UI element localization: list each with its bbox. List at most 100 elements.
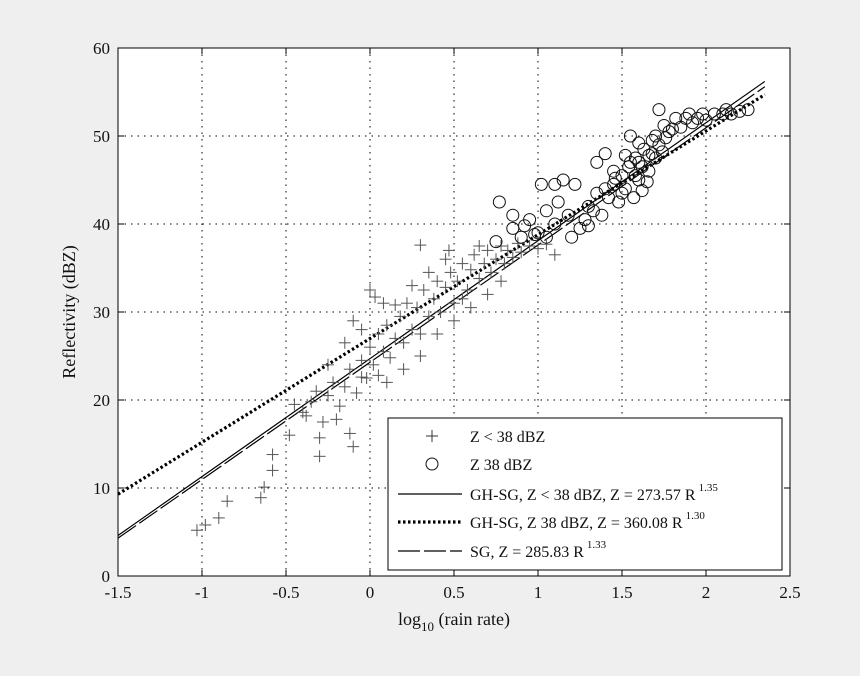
data-point-plus: [406, 323, 418, 336]
data-point-plus: [456, 292, 469, 305]
x-tick-labels: -1.5 -1 -0.5 0 0.5 1 1.5 2 2.5: [105, 583, 801, 602]
legend-label: GH-SG, Z < 38 dBZ, Z = 273.57 R 1.35: [470, 482, 718, 504]
data-point-circle: [645, 133, 659, 147]
data-point-plus: [296, 406, 309, 419]
data-point-plus: [417, 284, 430, 296]
data-point-circle: [733, 104, 747, 118]
data-point-circle: [556, 173, 570, 187]
fit-line-dotted: [117, 93, 766, 496]
legend-label: GH-SG, Z 38 dBZ, Z = 360.08 R 1.30: [470, 510, 705, 532]
x-axis-label-sub: 10: [421, 619, 434, 634]
data-point-plus: [439, 253, 452, 266]
data-point-circle: [561, 208, 575, 222]
data-point-plus: [490, 253, 502, 266]
data-point-circle: [716, 107, 730, 121]
data-point-circle: [642, 148, 656, 162]
data-point-plus: [501, 244, 514, 257]
data-point-plus: [367, 358, 380, 371]
data-point-circle: [568, 177, 582, 191]
data-point-plus: [506, 251, 519, 264]
data-point-circle: [518, 219, 532, 233]
x-tick-label: -0.5: [273, 583, 300, 602]
data-point-circle: [741, 103, 755, 117]
data-point-circle: [691, 111, 705, 125]
legend-entry: SG, Z = 285.83 R 1.33: [398, 539, 607, 561]
data-point-plus: [283, 429, 296, 442]
data-point-plus: [347, 440, 360, 453]
data-point-circle: [615, 169, 629, 183]
data-point-plus: [389, 298, 402, 311]
data-point-circle: [699, 113, 713, 127]
data-point-plus: [377, 345, 390, 358]
data-point-circle: [607, 164, 621, 178]
data-point-circle: [618, 182, 632, 196]
data-point-plus: [355, 371, 368, 384]
data-point-plus: [495, 240, 508, 252]
legend-entry: GH-SG, Z < 38 dBZ, Z = 273.57 R 1.35: [398, 482, 718, 504]
data-point-circle: [528, 228, 542, 242]
data-point-plus: [199, 518, 212, 531]
y-tick-label: 50: [93, 127, 110, 146]
data-point-plus: [414, 239, 427, 252]
data-point-plus: [434, 306, 447, 318]
x-tick-label: 0.5: [443, 583, 464, 602]
data-point-plus: [266, 448, 279, 461]
data-point-circle: [628, 169, 642, 183]
data-point-plus: [498, 257, 511, 270]
data-point-circle: [586, 204, 600, 218]
data-point-circle: [655, 145, 669, 159]
data-point-circle: [724, 107, 738, 121]
data-point-circle: [635, 160, 649, 174]
data-point-plus: [327, 376, 340, 389]
data-point-plus: [360, 372, 373, 384]
data-point-plus: [364, 341, 376, 354]
y-axis-label: Reflectivity (dBZ): [59, 245, 80, 378]
data-point-circle: [548, 177, 562, 191]
data-point-plus: [523, 240, 536, 252]
data-point-plus: [380, 376, 393, 389]
data-point-circle: [506, 208, 520, 222]
data-point-plus: [310, 385, 323, 398]
y-tick-label: 40: [93, 215, 110, 234]
data-point-plus: [464, 301, 477, 314]
data-point-plus: [364, 284, 376, 296]
data-point-plus: [495, 275, 508, 288]
y-tick-label: 30: [93, 303, 110, 322]
data-point-plus: [439, 281, 452, 294]
data-point-circle: [707, 107, 721, 121]
y-tick-label: 60: [93, 39, 110, 58]
data-point-plus: [322, 358, 334, 371]
data-point-circle: [551, 195, 565, 209]
legend-entry: Z < 38 dBZ: [426, 429, 545, 446]
data-point-circle: [598, 182, 612, 196]
data-point-plus: [448, 314, 460, 327]
x-tick-label: -1.5: [105, 583, 132, 602]
x-axis-label-rest: (rain rate): [434, 609, 510, 630]
data-point-plus: [515, 246, 528, 259]
legend-entry: GH-SG, Z 38 dBZ, Z = 360.08 R 1.30: [398, 510, 705, 532]
data-point-plus: [190, 524, 203, 537]
legend: Z < 38 dBZ Z 38 dBZ GH-SG, Z < 38 dBZ, Z =…: [387, 417, 783, 571]
data-point-plus: [350, 386, 363, 399]
data-point-plus: [397, 336, 410, 349]
data-point-circle: [628, 151, 642, 165]
data-point-plus: [221, 495, 234, 508]
data-point-plus: [431, 275, 444, 288]
data-point-circle: [652, 138, 666, 152]
data-point-plus: [481, 288, 494, 301]
legend-marker-plus: [426, 430, 438, 442]
data-point-circle: [642, 164, 656, 178]
data-point-plus: [338, 380, 351, 393]
data-point-plus: [431, 328, 444, 340]
x-axis-label-main: log: [398, 609, 421, 629]
data-point-plus: [288, 398, 301, 411]
data-point-plus: [333, 400, 346, 413]
data-point-circle: [578, 213, 592, 227]
data-point-circle: [539, 204, 553, 218]
x-axis-label: log10 (rain rate): [398, 609, 510, 634]
data-point-plus: [397, 363, 410, 376]
data-point-plus: [444, 266, 457, 279]
data-point-circle: [534, 177, 548, 191]
data-point-circle: [612, 195, 626, 209]
data-point-plus: [448, 297, 460, 310]
